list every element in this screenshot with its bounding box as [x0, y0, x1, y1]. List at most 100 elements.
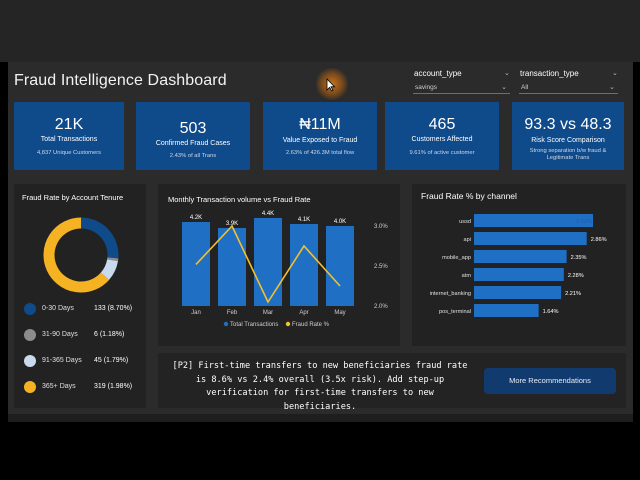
legend-name: 365+ Days [42, 383, 76, 390]
kpi-value: 465 [428, 116, 456, 133]
channel-label: atm [462, 273, 472, 279]
legend-dot [24, 303, 36, 315]
window-top-bar [0, 0, 640, 62]
kpi-customers-affected: 465 Customers Affected 9.61% of active c… [385, 102, 499, 170]
legend-value: 319 (1.98%) [94, 383, 133, 390]
tenure-legend-item: 0-30 Days 133 (8.70%) [24, 302, 142, 316]
channel-label: ussd [459, 219, 471, 225]
channel-value-label: 1.64% [543, 309, 559, 315]
legend-dot [24, 381, 36, 393]
channel-label: mobile_app [442, 255, 471, 261]
fraud-rate-line[interactable] [195, 224, 341, 304]
mouse-cursor-icon [326, 78, 336, 92]
legend-value: 133 (8.70%) [94, 305, 133, 312]
title-bold: Dashboard [147, 72, 227, 89]
page-title: Fraud Intelligence Dashboard [14, 72, 227, 90]
legend-name: 0-30 Days [42, 305, 74, 312]
bar-value-label: 3.9K [226, 221, 238, 227]
donut-slice-0-30-days[interactable] [80, 217, 119, 259]
tenure-donut-chart [43, 217, 119, 293]
kpi-total-transactions: 21K Total Transactions 4,837 Unique Cust… [14, 102, 124, 170]
channel-value-label: 2.28% [568, 273, 584, 279]
channel-label: internet_banking [430, 291, 471, 297]
y2-tick-label: 2.5% [374, 264, 388, 270]
tenure-legend-item: 365+ Days 319 (1.98%) [24, 380, 142, 394]
y2-tick-label: 3.0% [374, 224, 388, 230]
kpi-label: Confirmed Fraud Cases [155, 140, 231, 147]
channel-label: pos_terminal [439, 309, 471, 315]
tenure-legend-item: 91-365 Days 45 (1.79%) [24, 354, 142, 368]
legend-value: 6 (1.18%) [94, 331, 125, 338]
kpi-value: 93.3 vs 48.3 [524, 116, 612, 133]
chevron-down-icon[interactable]: ⌄ [504, 70, 510, 77]
legend-dot [223, 321, 229, 327]
bar-mar[interactable] [254, 218, 282, 306]
bar-value-label: 4.2K [190, 215, 202, 221]
legend-dot [285, 321, 291, 327]
legend-dot [24, 355, 36, 367]
transaction-type-dropdown[interactable]: All ⌄ [519, 82, 618, 94]
channel-label: api [464, 237, 471, 243]
legend-label: Fraud Rate % [292, 322, 330, 328]
channel-bar-ussd[interactable] [474, 214, 593, 227]
channel-value-label: 3.02% [576, 219, 592, 225]
tenure-legend-item: 31-90 Days 6 (1.18%) [24, 328, 142, 342]
account-type-value: savings [415, 84, 438, 91]
kpi-sub: 2.43% of all Trans [169, 153, 217, 159]
y2-tick-label: 2.0% [374, 304, 388, 310]
kpi-value: 21K [54, 116, 84, 133]
more-recommendations-button[interactable]: More Recommendations [484, 368, 616, 394]
kpi-sub-1: Strong separation b/w fraud & [529, 148, 607, 154]
x-tick-label: Feb [227, 310, 238, 316]
x-tick-label: Jan [191, 310, 201, 316]
x-tick-label: Mar [263, 310, 273, 316]
account-type-dropdown[interactable]: savings ⌄ [413, 82, 510, 94]
bar-may[interactable] [326, 226, 354, 306]
bottom-strip [8, 414, 633, 422]
legend-dot [24, 329, 36, 341]
bar-feb[interactable] [218, 228, 246, 306]
recommendation-text: [P2] First-time transfers to new benefic… [172, 361, 468, 412]
channel-bar-api[interactable] [474, 232, 587, 245]
legend-name: 31-90 Days [42, 331, 78, 338]
kpi-sub: 2.63% of 426.3M total flow [285, 150, 355, 156]
kpi-sub: 4,837 Unique Customers [36, 150, 102, 156]
account-type-label: account_type [414, 69, 462, 78]
kpi-value: ₦11M [299, 116, 341, 133]
kpi-label: Customers Affected [411, 136, 473, 143]
bar-value-label: 4.0K [334, 219, 346, 225]
kpi-risk-score: 93.3 vs 48.3 Risk Score Comparison Stron… [512, 102, 624, 170]
donut-slice-91-365-days[interactable] [100, 259, 118, 280]
channel-bar-atm[interactable] [474, 268, 564, 281]
channel-title: Fraud Rate % by channel [421, 191, 517, 201]
kpi-sub-2: Legitimate Trans [546, 155, 590, 161]
channel-bar-internet-banking[interactable] [474, 286, 562, 299]
channel-bar-pos-terminal[interactable] [474, 304, 539, 317]
x-tick-label: Apr [299, 310, 308, 316]
monthly-title: Monthly Transaction volume vs Fraud Rate [168, 195, 311, 204]
kpi-label: Value Exposed to Fraud [282, 137, 358, 144]
title-light: Fraud Intelligence [14, 72, 143, 89]
x-tick-label: May [334, 310, 345, 316]
transaction-type-label: transaction_type [520, 69, 579, 78]
channel-value-label: 2.35% [571, 255, 587, 261]
kpi-label: Total Transactions [40, 136, 98, 143]
channel-bar-mobile-app[interactable] [474, 250, 567, 263]
bar-value-label: 4.4K [262, 211, 274, 217]
kpi-value-exposed: ₦11M Value Exposed to Fraud 2.63% of 426… [263, 102, 377, 170]
transaction-type-value: All [521, 84, 529, 91]
legend-label: Total Transactions [230, 322, 278, 328]
chevron-down-icon: ⌄ [609, 84, 615, 91]
donut-slice-365-days[interactable] [43, 217, 109, 293]
bar-apr[interactable] [290, 224, 318, 306]
legend-value: 45 (1.79%) [94, 357, 129, 364]
kpi-sub: 9.61% of active customer [409, 150, 475, 156]
legend-name: 91-365 Days [42, 357, 82, 364]
bar-value-label: 4.1K [298, 217, 310, 223]
channel-chart: ussd 3.02% api 2.86% mobile_app 2.35% atm 2.28%… [430, 214, 607, 317]
chevron-down-icon[interactable]: ⌄ [612, 70, 618, 77]
channel-panel [412, 184, 626, 346]
kpi-value: 503 [179, 120, 207, 137]
kpi-confirmed-fraud: 503 Confirmed Fraud Cases 2.43% of all T… [136, 102, 250, 170]
